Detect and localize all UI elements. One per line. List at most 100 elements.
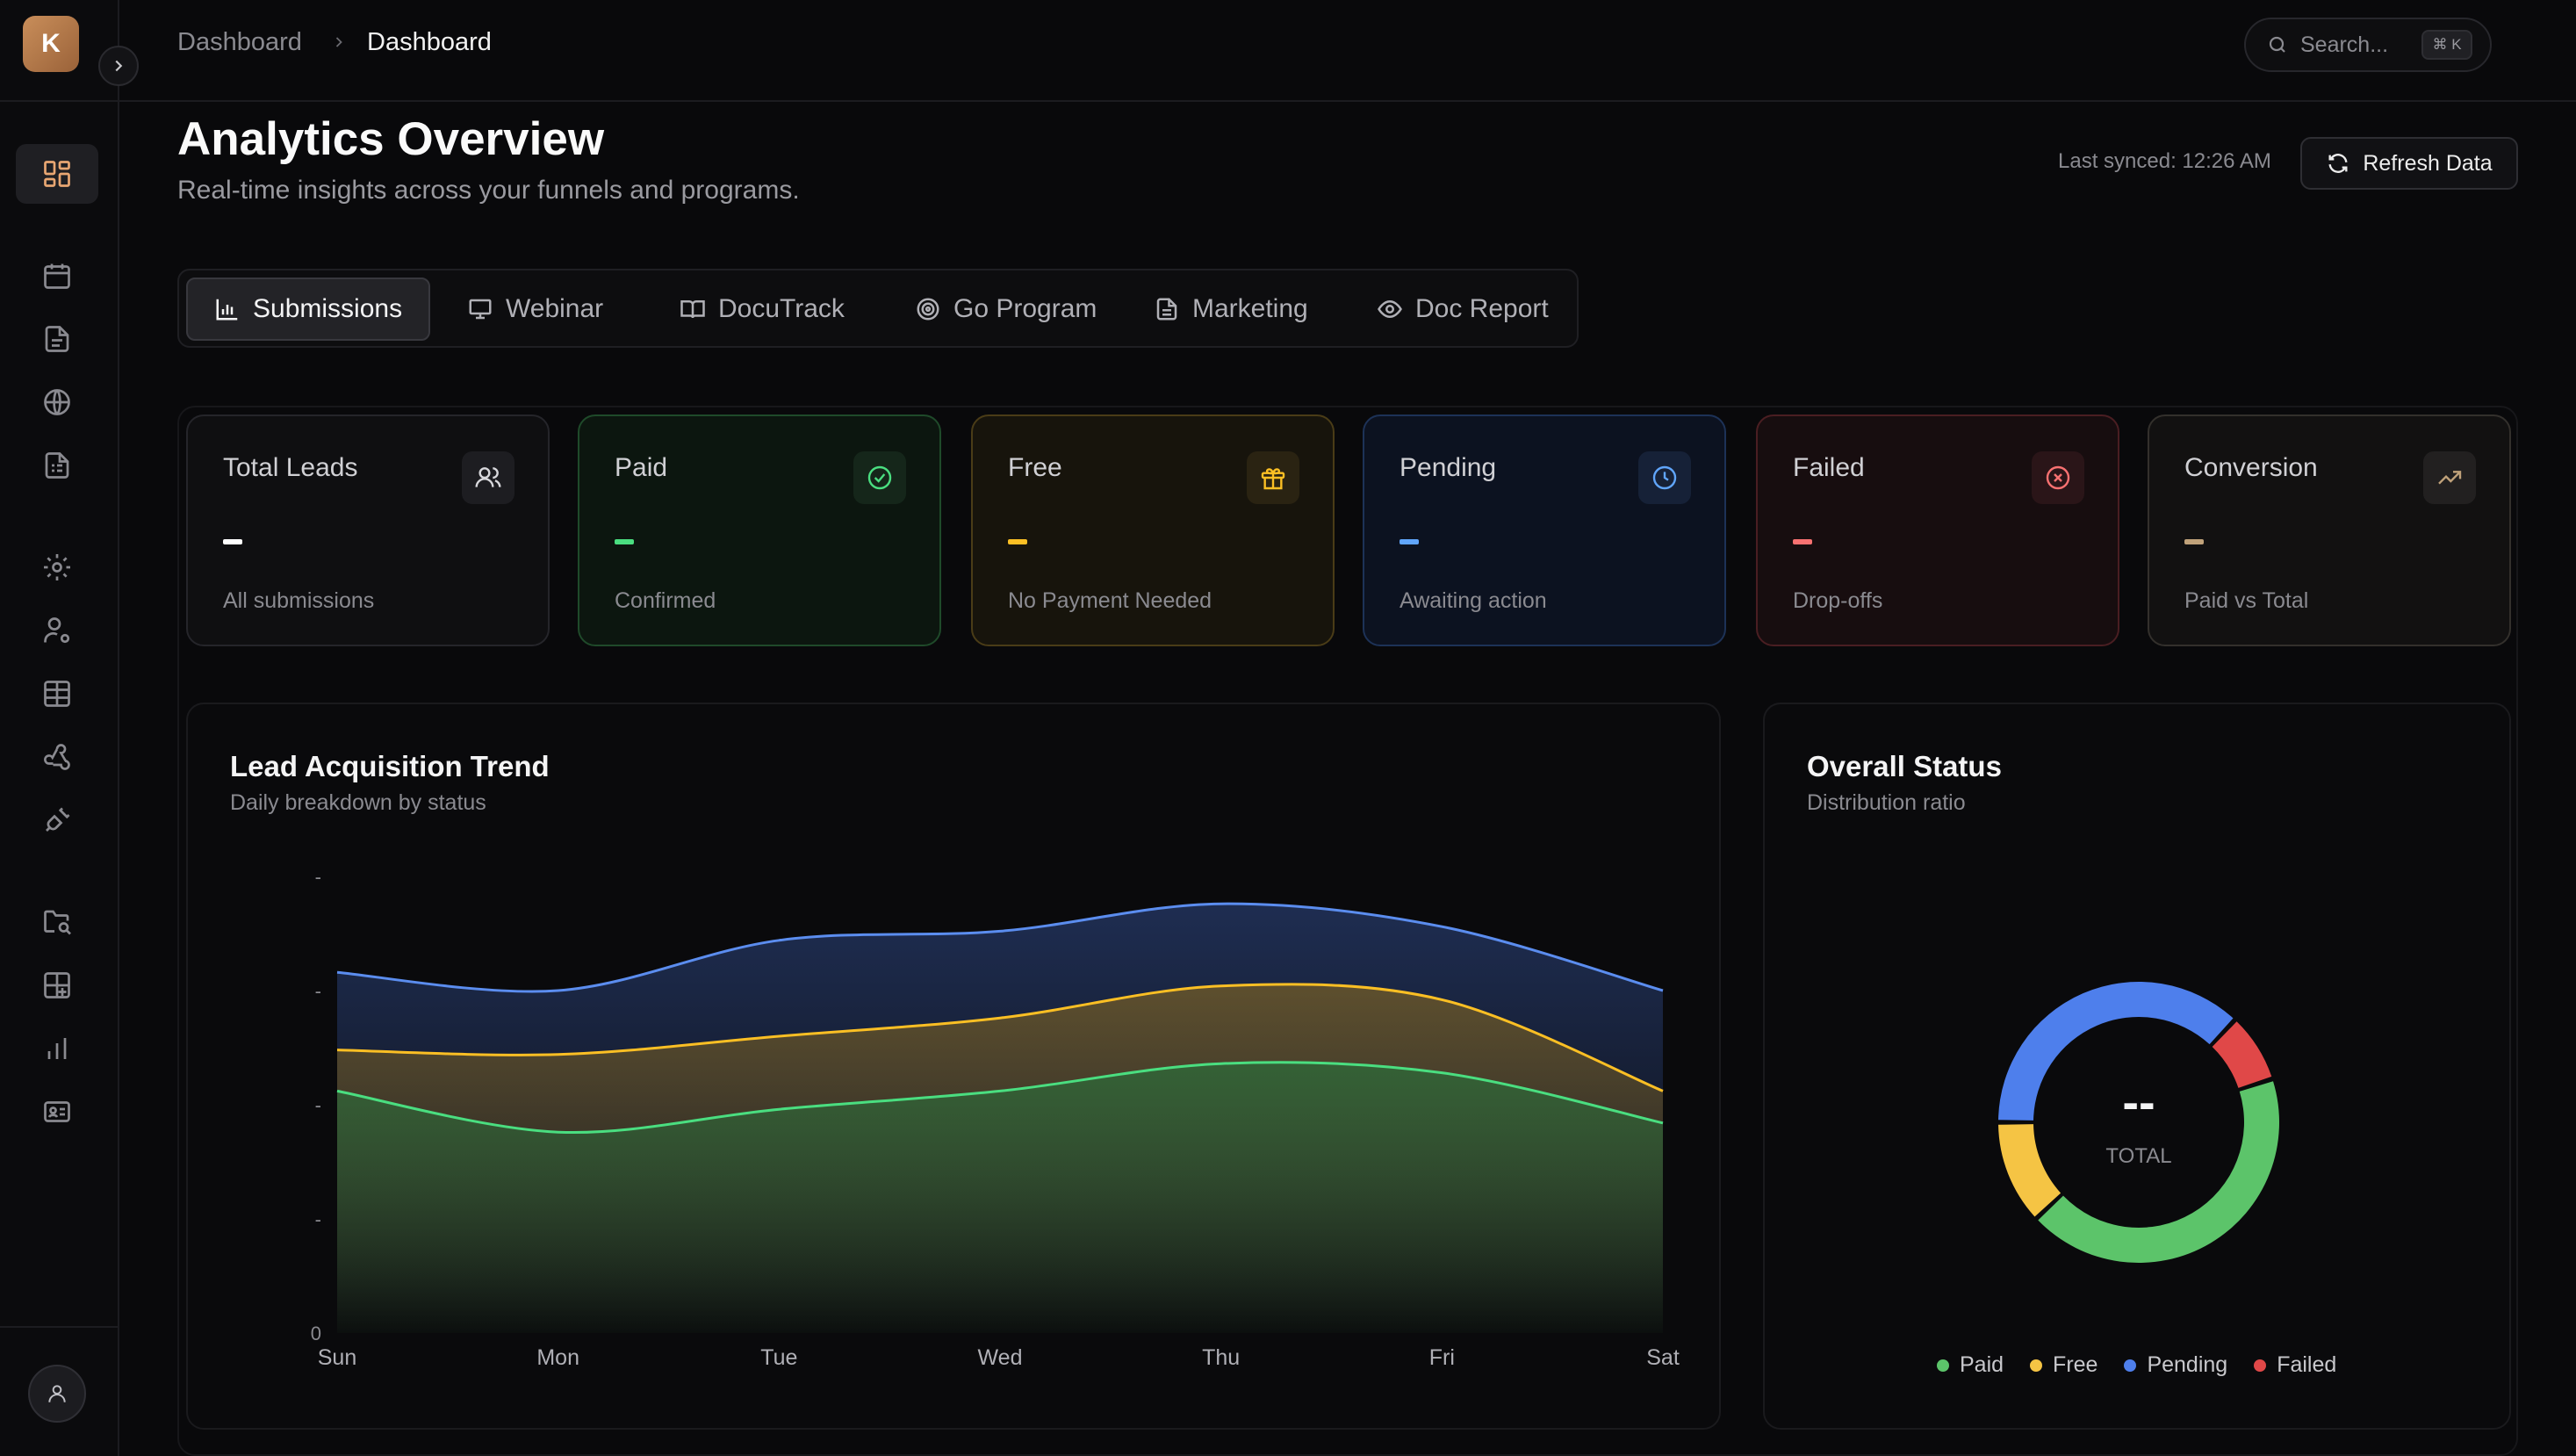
stat-title: Conversion [2184,453,2318,482]
grid-plus-icon [44,972,70,998]
sidebar-item-integrations[interactable] [16,790,98,850]
presentation-icon [469,299,492,320]
sidebar-item-contacts[interactable] [16,1082,98,1142]
donut-segment-paid[interactable] [2038,1081,2279,1263]
stat-title: Total Leads [223,453,358,482]
avatar[interactable] [28,1365,86,1423]
sidebar-item-add-widget[interactable] [16,955,98,1015]
legend-dot [1937,1359,1949,1372]
x-tick-label: Sun [318,1345,356,1370]
sidebar-item-user-settings[interactable] [16,601,98,660]
area-series-blue-line[interactable] [336,902,1664,993]
sidebar-item-webhooks[interactable] [16,727,98,787]
page-title: Analytics Overview [177,113,605,165]
stat-card-failed: Failed Drop-offs [1756,414,2119,646]
area-series-amber-line[interactable] [336,983,1664,1092]
search-input[interactable]: Search... ⌘ K [2244,18,2492,72]
legend-item-free[interactable]: Free [2030,1352,2097,1378]
user-cog-icon [44,617,70,644]
sidebar-item-reports[interactable] [16,436,98,495]
sidebar-item-globe[interactable] [16,372,98,432]
stat-value [1008,539,1027,544]
donut-segment-pending[interactable] [1998,982,2234,1121]
y-tick-label: - [315,980,321,1002]
donut-segment-failed[interactable] [2212,1021,2272,1088]
target-icon [917,298,939,321]
tab-label: Webinar [506,294,604,323]
eye-icon [1378,299,1402,319]
chevron-right-icon [330,33,348,55]
refresh-icon [2328,154,2348,173]
app-logo[interactable]: K [23,16,79,72]
stat-caption: Awaiting action [1400,588,1547,613]
sidebar-item-calendar[interactable] [16,246,98,306]
y-tick-label: - [315,866,321,888]
plug-icon [46,807,70,832]
stat-value [223,539,242,544]
sidebar-divider [0,1326,118,1328]
sidebar-item-tables[interactable] [16,664,98,724]
sidebar-toggle-button[interactable] [98,46,139,86]
breadcrumb-current: Dashboard [367,28,492,56]
document-icon [45,326,69,352]
tab-label: DocuTrack [718,294,845,323]
report-icon [45,452,69,479]
donut-total-label: TOTAL [2105,1144,2171,1168]
legend-dot [2124,1359,2137,1372]
stat-caption: Paid vs Total [2184,588,2309,613]
y-tick-label: 0 [311,1323,321,1344]
tab-go-program[interactable]: Go Program [889,278,1123,341]
sidebar-item-folder-search[interactable] [16,892,98,952]
tab-webinar[interactable]: Webinar [441,278,630,341]
tab-bar: Submissions Webinar DocuTrack Go Program… [177,269,1579,348]
tab-label: Marketing [1192,294,1308,323]
tab-doc-report[interactable]: Doc Report [1350,278,1575,341]
legend-label: Paid [1960,1352,2004,1377]
sidebar-item-analytics[interactable] [16,1019,98,1078]
sidebar-item-dashboard[interactable] [16,144,98,204]
refresh-data-button[interactable]: Refresh Data [2300,137,2518,190]
stat-value [1400,539,1419,544]
donut-chart[interactable]: -- TOTAL [1765,704,2513,1431]
tab-docutrack[interactable]: DocuTrack [653,278,871,341]
book-icon [680,300,705,319]
legend-item-failed[interactable]: Failed [2254,1352,2336,1378]
tab-marketing[interactable]: Marketing [1127,278,1335,341]
bar-chart-icon [216,299,238,321]
legend-item-paid[interactable]: Paid [1937,1352,2004,1378]
tab-label: Doc Report [1415,294,1549,323]
stat-title: Failed [1793,453,1865,482]
legend-item-pending[interactable]: Pending [2124,1352,2227,1378]
page-subtitle: Real-time insights across your funnels a… [177,176,800,205]
users-icon [462,451,514,504]
sidebar-item-settings[interactable] [16,537,98,597]
legend-label: Pending [2147,1352,2228,1377]
donut-segment-free[interactable] [1998,1124,2062,1217]
stat-value [615,539,634,544]
sidebar-item-documents[interactable] [16,309,98,369]
x-tick-label: Sat [1646,1345,1680,1370]
stat-card-total-leads: Total Leads All submissions [186,414,550,646]
chart-legend: Paid Free Pending Failed [1937,1352,2336,1378]
overall-status-panel: Overall Status Distribution ratio -- TOT… [1763,703,2511,1430]
stat-title: Pending [1400,453,1497,482]
sidebar: K [0,0,119,1456]
search-icon [2269,36,2285,53]
globe-icon [44,389,70,415]
x-tick-label: Fri [1429,1345,1455,1370]
stat-value [1793,539,1812,544]
breadcrumb-parent[interactable]: Dashboard [177,28,302,56]
legend-dot [2030,1359,2043,1372]
top-bar: Dashboard Dashboard Search... ⌘ K [119,0,2576,102]
clock-icon [1638,451,1691,504]
table-icon [44,681,70,707]
area-series-green-line[interactable] [336,1061,1664,1135]
sidebar-divider [0,100,118,102]
legend-label: Failed [2277,1352,2337,1377]
stat-title: Paid [615,453,668,482]
tab-submissions[interactable]: Submissions [186,278,431,341]
id-card-icon [44,1101,70,1122]
lead-acquisition-panel: Lead Acquisition Trend Daily breakdown b… [186,703,1721,1430]
file-text-icon [1156,298,1177,321]
